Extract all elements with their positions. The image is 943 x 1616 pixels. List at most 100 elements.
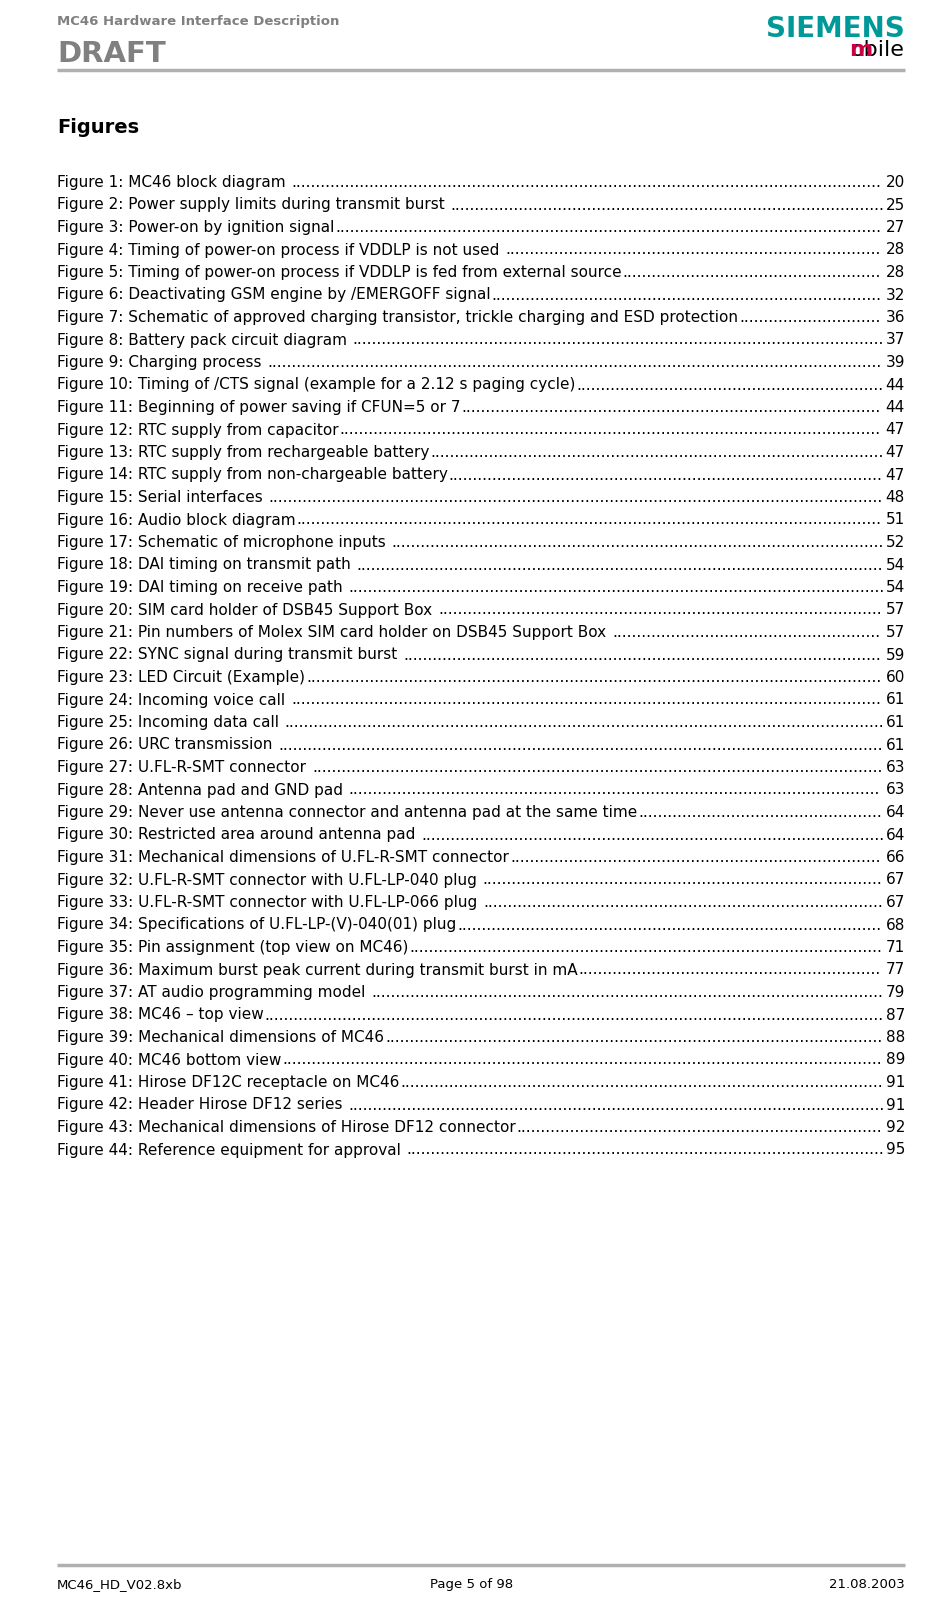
Text: 37: 37 [885, 333, 905, 347]
Text: Figure 37: AT audio programming model: Figure 37: AT audio programming model [57, 986, 371, 1000]
Text: 64: 64 [885, 827, 905, 842]
Text: ................................................................................: ........................................… [291, 175, 882, 191]
Text: Figure 9: Charging process: Figure 9: Charging process [57, 356, 266, 370]
Text: ................................................................................: ........................................… [391, 535, 884, 549]
Text: ..................................................: ........................................… [638, 805, 882, 819]
Text: 71: 71 [885, 941, 905, 955]
Text: Figure 8: Battery pack circuit diagram: Figure 8: Battery pack circuit diagram [57, 333, 352, 347]
Text: Figure 30: Restricted area around antenna pad: Figure 30: Restricted area around antenn… [57, 827, 421, 842]
Text: Figure 23: LED Circuit (Example): Figure 23: LED Circuit (Example) [57, 671, 305, 685]
Text: Figure 18: DAI timing on transmit path: Figure 18: DAI timing on transmit path [57, 558, 356, 572]
Text: ................................................................................: ........................................… [297, 512, 882, 527]
Text: ................................................................................: ........................................… [430, 444, 884, 461]
Text: ................................................................................: ........................................… [491, 288, 882, 302]
Text: Figure 3: Power-on by ignition signal: Figure 3: Power-on by ignition signal [57, 220, 335, 234]
Text: ................................................................................: ........................................… [409, 941, 883, 955]
Text: 87: 87 [885, 1007, 905, 1023]
Text: Figure 22: SYNC signal during transmit burst: Figure 22: SYNC signal during transmit b… [57, 648, 402, 663]
Text: Figure 36: Maximum burst peak current during transmit burst in mA: Figure 36: Maximum burst peak current du… [57, 963, 578, 978]
Text: Figure 17: Schematic of microphone inputs: Figure 17: Schematic of microphone input… [57, 535, 390, 549]
Text: 54: 54 [885, 580, 905, 595]
Text: 51: 51 [885, 512, 905, 527]
Text: ................................................................................: ........................................… [306, 671, 882, 685]
Text: MC46_HD_V02.8xb: MC46_HD_V02.8xb [57, 1577, 183, 1592]
Text: ...........................................................................: ........................................… [517, 1120, 883, 1134]
Text: ................................................................................: ........................................… [312, 760, 883, 776]
Text: ................................................................................: ........................................… [372, 986, 884, 1000]
Text: 92: 92 [885, 1120, 905, 1134]
Text: Figure 42: Header Hirose DF12 series: Figure 42: Header Hirose DF12 series [57, 1097, 347, 1112]
Text: Figure 35: Pin assignment (top view on MC46): Figure 35: Pin assignment (top view on M… [57, 941, 408, 955]
Text: ................................................................................: ........................................… [451, 197, 885, 212]
Text: Figure 21: Pin numbers of Molex SIM card holder on DSB45 Support Box: Figure 21: Pin numbers of Molex SIM card… [57, 625, 611, 640]
Text: 57: 57 [885, 603, 905, 617]
Text: Figure 12: RTC supply from capacitor: Figure 12: RTC supply from capacitor [57, 422, 339, 438]
Text: ................................................................................: ........................................… [278, 737, 883, 753]
Text: ................................................................................: ........................................… [268, 356, 882, 370]
Text: 20: 20 [885, 175, 905, 191]
Text: 68: 68 [885, 918, 905, 932]
Text: 21.08.2003: 21.08.2003 [829, 1577, 905, 1592]
Text: ............................................................................: ........................................… [510, 850, 881, 865]
Text: 77: 77 [885, 963, 905, 978]
Text: Figure 25: Incoming data call: Figure 25: Incoming data call [57, 714, 284, 730]
Text: 48: 48 [885, 490, 905, 504]
Text: ................................................................................: ........................................… [285, 714, 885, 730]
Text: Figure 7: Schematic of approved charging transistor, trickle charging and ESD pr: Figure 7: Schematic of approved charging… [57, 310, 738, 325]
Text: .............................: ............................. [739, 310, 881, 325]
Text: ..............................................................: ........................................… [579, 963, 881, 978]
Text: ................................................................................: ........................................… [422, 827, 885, 842]
Text: ................................................................................: ........................................… [269, 490, 883, 504]
Text: ................................................................................: ........................................… [291, 693, 881, 708]
Text: Figure 31: Mechanical dimensions of U.FL-R-SMT connector: Figure 31: Mechanical dimensions of U.FL… [57, 850, 509, 865]
Text: ................................................................................: ........................................… [449, 467, 883, 483]
Text: 61: 61 [885, 737, 905, 753]
Text: .............................................................................: ........................................… [505, 242, 881, 257]
Text: 91: 91 [885, 1097, 905, 1112]
Text: 59: 59 [885, 648, 905, 663]
Text: Figure 6: Deactivating GSM engine by /EMERGOFF signal: Figure 6: Deactivating GSM engine by /EM… [57, 288, 490, 302]
Text: .....................................................: ........................................… [622, 265, 881, 280]
Text: 91: 91 [885, 1075, 905, 1091]
Text: Figure 2: Power supply limits during transmit burst: Figure 2: Power supply limits during tra… [57, 197, 450, 212]
Text: Figure 32: U.FL-R-SMT connector with U.FL-LP-040 plug: Figure 32: U.FL-R-SMT connector with U.F… [57, 873, 482, 887]
Text: ................................................................................: ........................................… [457, 918, 882, 932]
Text: Figure 19: DAI timing on receive path: Figure 19: DAI timing on receive path [57, 580, 348, 595]
Text: Figure 13: RTC supply from rechargeable battery: Figure 13: RTC supply from rechargeable … [57, 444, 429, 461]
Text: 88: 88 [885, 1029, 905, 1046]
Text: ................................................................................: ........................................… [483, 895, 883, 910]
Text: ................................................................................: ........................................… [385, 1029, 883, 1046]
Text: ................................................................................: ........................................… [349, 580, 885, 595]
Text: 79: 79 [885, 986, 905, 1000]
Text: Figure 10: Timing of /CTS signal (example for a 2.12 s paging cycle): Figure 10: Timing of /CTS signal (exampl… [57, 378, 575, 393]
Text: Figure 43: Mechanical dimensions of Hirose DF12 connector: Figure 43: Mechanical dimensions of Hiro… [57, 1120, 516, 1134]
Text: 36: 36 [885, 310, 905, 325]
Text: DRAFT: DRAFT [57, 40, 166, 68]
Text: 32: 32 [885, 288, 905, 302]
Text: 67: 67 [885, 873, 905, 887]
Text: Figure 34: Specifications of U.FL-LP-(V)-040(01) plug: Figure 34: Specifications of U.FL-LP-(V)… [57, 918, 456, 932]
Text: 67: 67 [885, 895, 905, 910]
Text: ................................................................................: ........................................… [339, 422, 881, 438]
Text: Figure 39: Mechanical dimensions of MC46: Figure 39: Mechanical dimensions of MC46 [57, 1029, 384, 1046]
Text: 25: 25 [885, 197, 905, 212]
Text: ................................................................................: ........................................… [356, 558, 884, 572]
Text: ................................................................................: ........................................… [349, 782, 880, 798]
Text: ................................................................................: ........................................… [438, 603, 882, 617]
Text: ................................................................................: ........................................… [353, 333, 885, 347]
Text: 57: 57 [885, 625, 905, 640]
Text: 95: 95 [885, 1143, 905, 1157]
Text: 61: 61 [885, 714, 905, 730]
Text: 54: 54 [885, 558, 905, 572]
Text: ................................................................................: ........................................… [265, 1007, 884, 1023]
Text: Page 5 of 98: Page 5 of 98 [430, 1577, 513, 1592]
Text: 52: 52 [885, 535, 905, 549]
Text: m: m [849, 40, 872, 60]
Text: ...............................................................: ........................................… [576, 378, 884, 393]
Text: 28: 28 [885, 242, 905, 257]
Text: Figure 24: Incoming voice call: Figure 24: Incoming voice call [57, 693, 290, 708]
Text: 47: 47 [885, 422, 905, 438]
Text: Figure 44: Reference equipment for approval: Figure 44: Reference equipment for appro… [57, 1143, 405, 1157]
Text: ................................................................................: ........................................… [282, 1052, 882, 1068]
Text: Figure 33: U.FL-R-SMT connector with U.FL-LP-066 plug: Figure 33: U.FL-R-SMT connector with U.F… [57, 895, 482, 910]
